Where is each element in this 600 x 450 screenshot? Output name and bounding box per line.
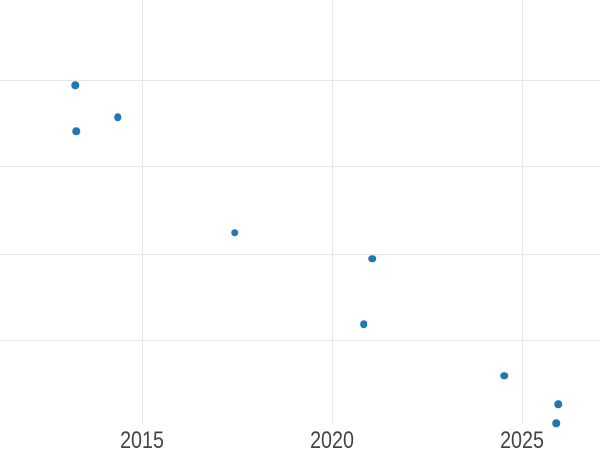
data-point: [72, 127, 80, 135]
x-tick-label: 2015: [119, 427, 164, 450]
x-gridline: [331, 0, 333, 424]
x-gridline: [522, 0, 524, 424]
x-tick-label: 2020: [309, 427, 354, 450]
data-point: [500, 371, 508, 380]
y-gridline: [0, 79, 600, 81]
data-point: [230, 228, 239, 237]
data-point: [552, 419, 560, 427]
y-gridline: [0, 340, 600, 341]
y-gridline: [0, 253, 600, 255]
x-tick-label: 2025: [500, 427, 545, 450]
y-gridline: [0, 165, 600, 167]
data-point: [554, 400, 562, 408]
data-point: [71, 81, 79, 89]
x-gridline: [141, 0, 143, 424]
data-point: [113, 113, 122, 121]
data-point: [368, 254, 376, 263]
data-point: [359, 320, 368, 328]
